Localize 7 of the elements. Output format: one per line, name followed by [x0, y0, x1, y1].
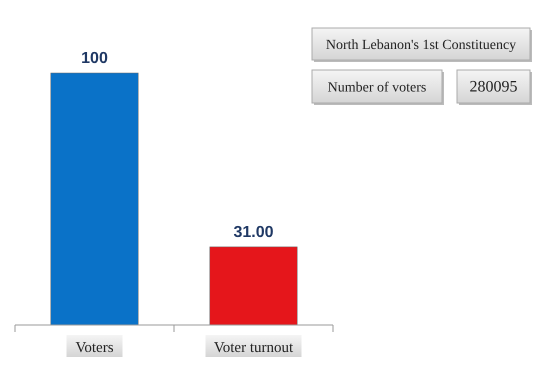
x-tick-label: Voters [75, 340, 114, 356]
text: North Lebanon's 1st Constituency [326, 38, 516, 53]
annotation: Number of voters [328, 80, 426, 96]
x-tick-label: Voter turnout [214, 340, 294, 356]
data-label: 31.00 [233, 224, 274, 241]
text: 280095 [470, 78, 518, 96]
data-label: 100 [81, 50, 108, 67]
